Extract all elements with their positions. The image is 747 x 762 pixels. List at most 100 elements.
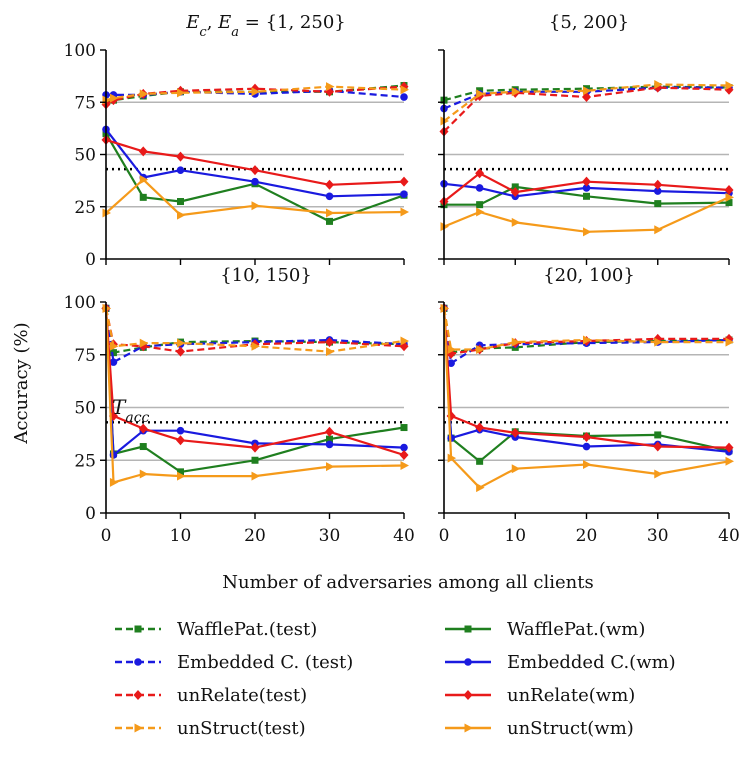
series-line-wafflepat-test	[443, 85, 730, 102]
y-tick-label: 0	[85, 504, 96, 524]
data-point-unstruct-wm	[476, 207, 485, 217]
x-tick-label: 10	[504, 526, 526, 546]
x-tick-label: 20	[576, 526, 598, 546]
legend-item-embedded-c-test: Embedded C. (test)	[115, 652, 353, 673]
y-tick-label: 75	[74, 93, 96, 113]
data-point-unstruct-wm	[139, 469, 149, 479]
data-point-unstruct-wm	[109, 477, 119, 487]
data-point-unstruct-test	[725, 81, 734, 91]
data-point-unrelate-wm	[325, 426, 334, 437]
data-point-unstruct-test	[400, 336, 409, 346]
data-point-wafflepat-wm	[400, 424, 408, 432]
y-tick-label: 75	[74, 346, 96, 366]
data-point-unstruct-test	[251, 87, 260, 97]
series-line-unrelate-wm	[104, 308, 405, 457]
data-point-unstruct-wm	[326, 208, 335, 218]
data-point-unstruct-test	[109, 93, 119, 103]
data-point-embedded-c-wm	[582, 442, 591, 451]
data-point-embedded-c-test	[400, 93, 408, 101]
data-point-unstruct-wm	[326, 462, 335, 472]
data-point-wafflepat-wm	[725, 199, 733, 207]
data-point-unstruct-test	[654, 79, 663, 89]
threshold-label: Tacc	[112, 395, 150, 426]
x-tick-label: 0	[439, 526, 450, 546]
data-point-wafflepat-wm	[654, 200, 662, 208]
data-point-unstruct-test	[251, 341, 260, 351]
legend-label: unRelate(wm)	[507, 685, 635, 706]
series-line-unstruct-wm	[104, 308, 405, 484]
data-point-unstruct-wm	[476, 483, 485, 493]
x-tick-label: 40	[393, 526, 415, 546]
legend-swatch-marker	[134, 625, 142, 633]
data-point-wafflepat-wm	[326, 217, 333, 225]
data-point-embedded-c-wm	[475, 184, 484, 192]
series-line-unrelate-test	[443, 86, 730, 133]
data-point-wafflepat-wm	[583, 192, 590, 200]
data-point-unrelate-wm	[176, 435, 185, 446]
data-point-wafflepat-wm	[654, 431, 662, 439]
legend-label: Embedded C.(wm)	[507, 652, 676, 673]
data-point-embedded-c-wm	[582, 184, 591, 192]
legend-item-unrelate-test: unRelate(test)	[115, 685, 307, 706]
data-point-wafflepat-wm	[139, 193, 147, 201]
legend-item-wafflepat-test: WafflePat.(test)	[115, 619, 317, 640]
legend: WafflePat.(test) WafflePat.(wm) Embedded C…	[115, 619, 676, 739]
series-line-wafflepat-wm	[105, 133, 405, 223]
data-point-unrelate-wm	[399, 176, 409, 187]
data-point-unstruct-wm	[583, 459, 592, 469]
subplot-top-left: 0 25 50 75 100	[64, 41, 409, 270]
subplot-bottom-left: 0 25 50 75 100 0 10 20 30 40	[64, 293, 415, 546]
y-tick-label: 100	[64, 293, 96, 313]
series-line-unrelate-wm	[105, 138, 405, 186]
y-tick-label: 25	[74, 451, 96, 471]
data-point-wafflepat-wm	[177, 468, 184, 476]
data-point-embedded-c-test	[447, 359, 455, 367]
data-point-unrelate-wm	[325, 179, 334, 190]
y-tick-label: 50	[74, 399, 96, 419]
legend-swatch-marker	[464, 658, 472, 666]
legend-label: unRelate(test)	[177, 685, 307, 706]
data-point-unstruct-test	[177, 88, 186, 98]
data-point-unstruct-wm	[177, 210, 186, 220]
data-point-embedded-c-wm	[251, 177, 259, 186]
data-point-embedded-c-wm	[176, 166, 185, 174]
data-point-unstruct-wm	[251, 201, 260, 211]
data-point-unstruct-test	[476, 344, 485, 354]
data-point-wafflepat-wm	[326, 435, 333, 443]
data-point-wafflepat-wm	[177, 198, 184, 206]
data-point-unstruct-test	[511, 337, 521, 347]
legend-swatch-marker	[133, 690, 143, 700]
data-point-unstruct-test	[139, 338, 149, 348]
data-point-unrelate-wm	[582, 432, 591, 443]
x-tick-label: 40	[718, 526, 740, 546]
x-tick-label: 0	[101, 526, 112, 546]
data-point-unstruct-test	[400, 85, 409, 95]
data-point-unstruct-test	[654, 337, 663, 347]
data-point-unstruct-test	[109, 341, 119, 351]
data-point-embedded-c-wm	[176, 426, 185, 435]
data-point-unrelate-wm	[250, 165, 260, 176]
series-line-unstruct-test	[443, 83, 730, 122]
data-point-unrelate-test	[176, 346, 185, 357]
legend-label: Embedded C. (test)	[177, 652, 353, 673]
y-tick-label: 100	[64, 41, 96, 61]
legend-label: unStruct(test)	[177, 718, 306, 739]
data-point-unrelate-wm	[653, 441, 663, 452]
legend-swatch-marker	[463, 690, 473, 700]
data-point-unrelate-wm	[510, 187, 520, 198]
data-point-unrelate-wm	[138, 146, 148, 157]
data-point-unstruct-test	[511, 87, 521, 97]
data-point-unrelate-wm	[724, 185, 734, 196]
subplot-bottom-right: 0 10 20 30 40	[438, 301, 740, 546]
data-point-unstruct-wm	[583, 227, 592, 237]
data-point-unrelate-test	[325, 337, 334, 348]
data-point-unstruct-test	[725, 337, 734, 347]
x-axis-label: Number of adversaries among all clients	[222, 572, 594, 593]
data-point-unstruct-wm	[177, 471, 186, 481]
data-point-unrelate-wm	[475, 168, 485, 179]
series-line-unrelate-wm	[443, 172, 730, 203]
legend-item-wafflepat-wm: WafflePat.(wm)	[445, 619, 645, 640]
data-point-embedded-c-wm	[325, 440, 334, 449]
data-point-embedded-c-wm	[653, 187, 662, 195]
